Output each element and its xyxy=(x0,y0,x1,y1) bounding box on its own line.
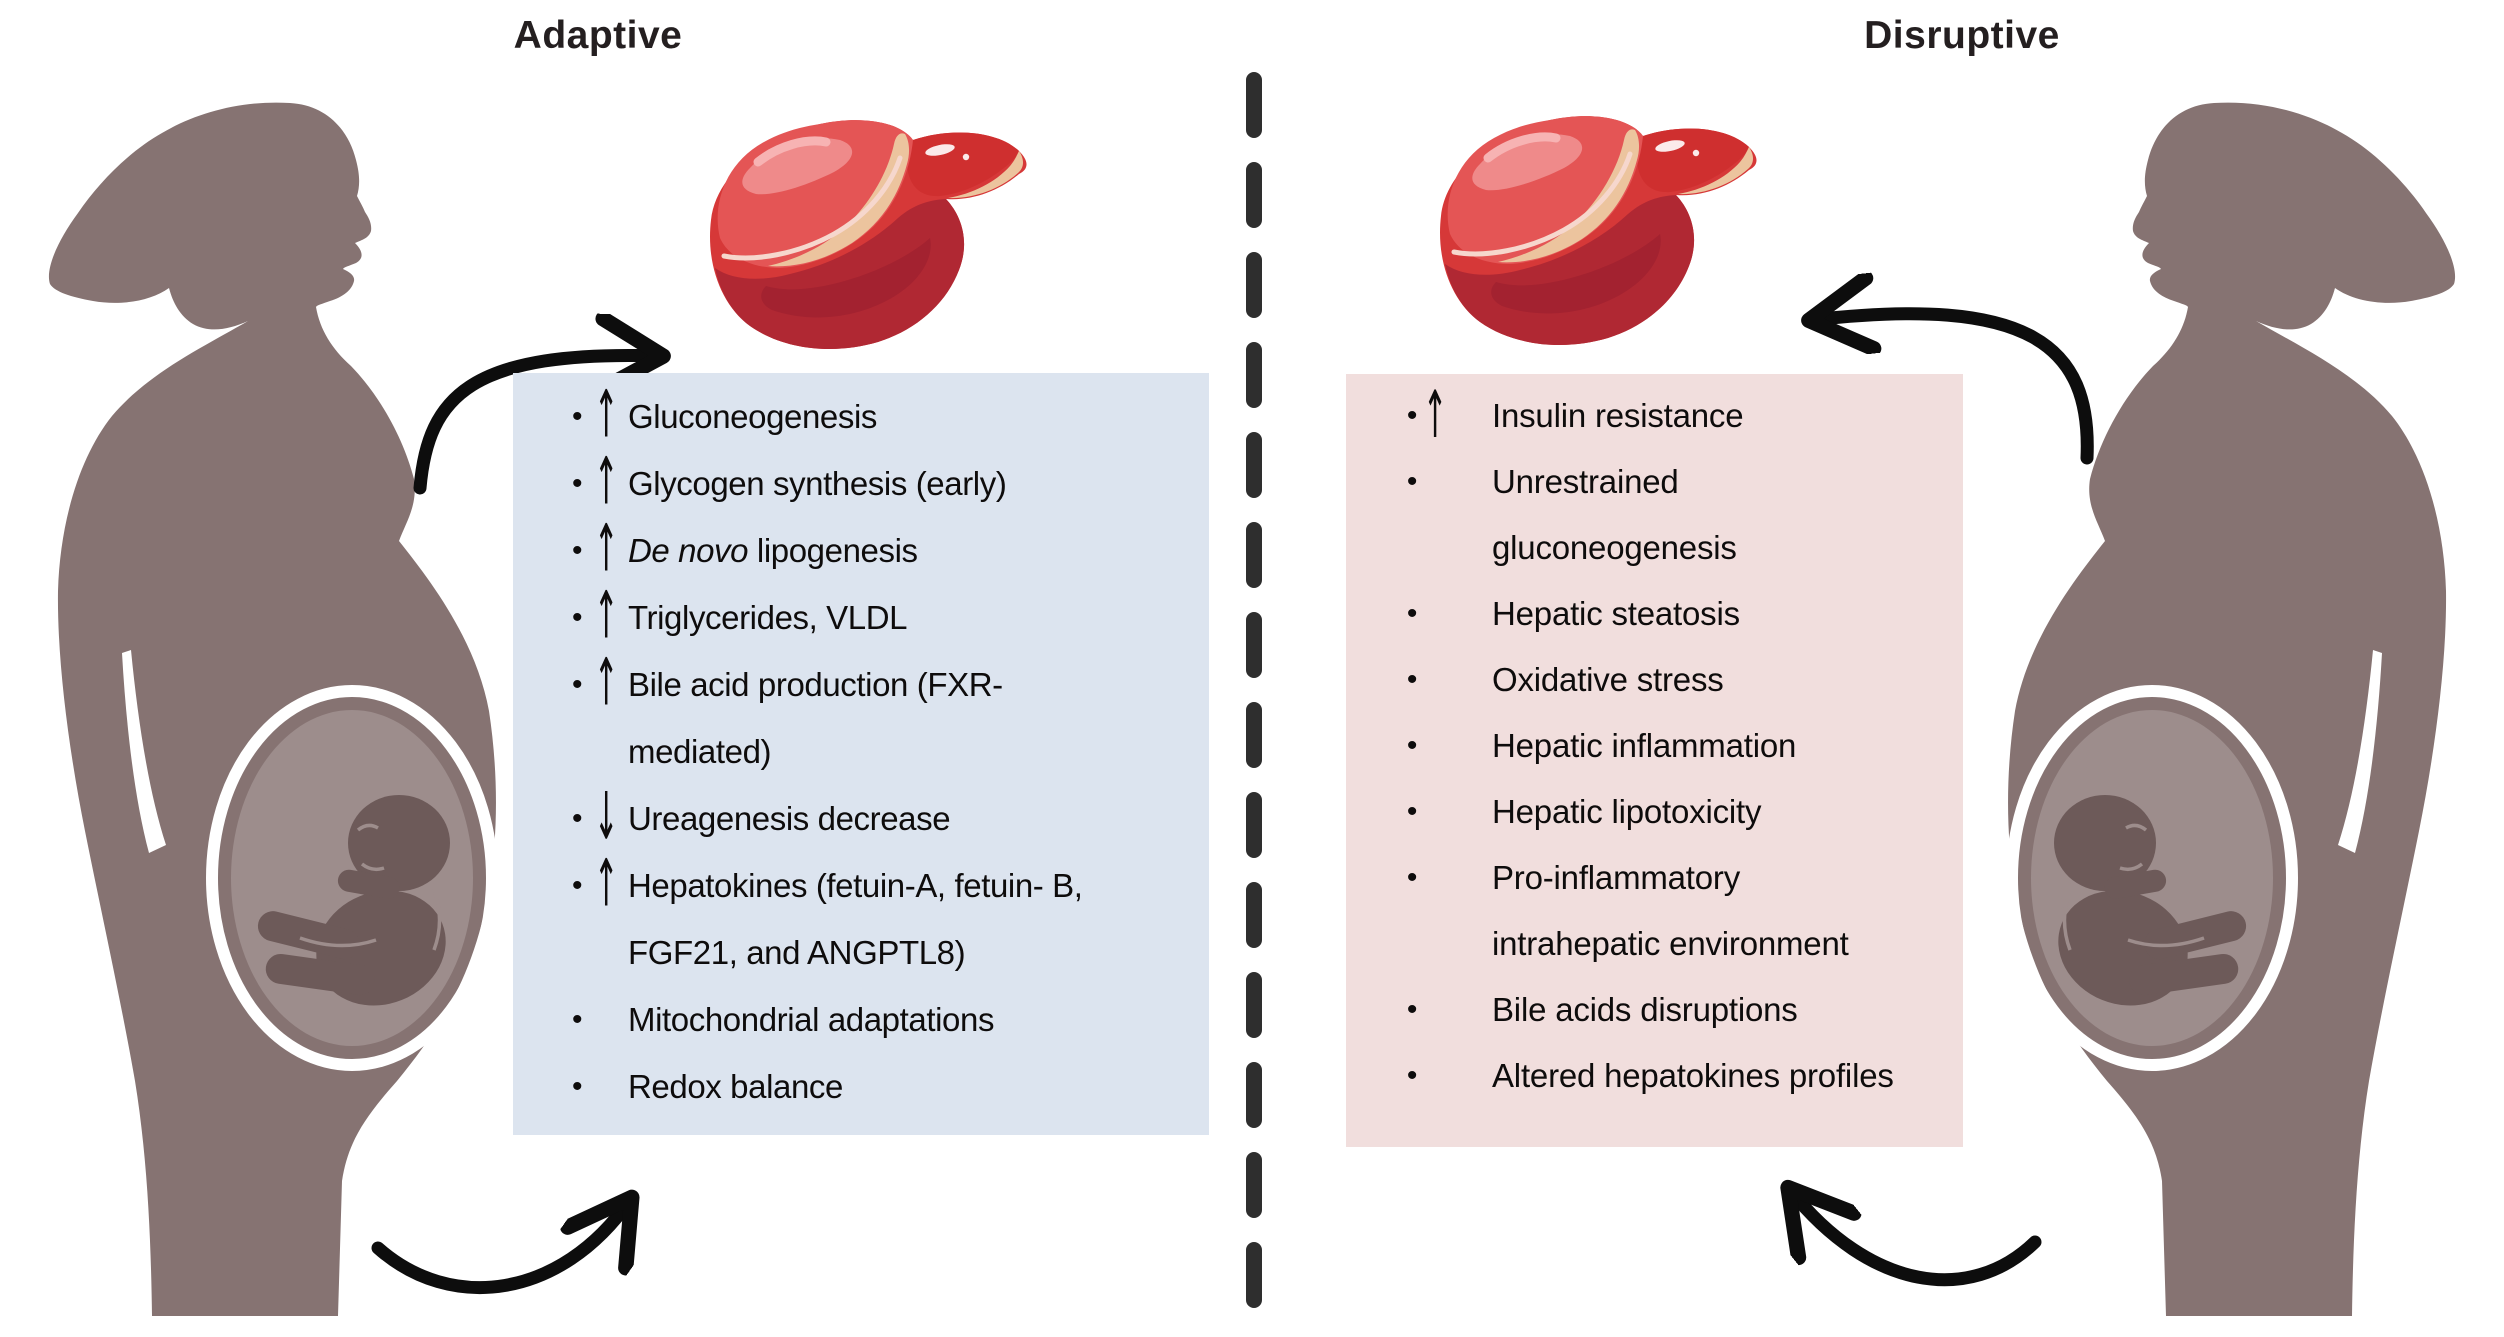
bullet-icon: • xyxy=(1406,399,1418,432)
list-item: • ↑ Bile acid production (FXR-mediated) xyxy=(513,646,1209,785)
list-item: • ↑ Triglycerides, VLDL xyxy=(513,579,1209,655)
disruptive-effects-box: • ↑ Insulin resistance • Unrestrained glu… xyxy=(1346,374,1963,1147)
list-item-text: Altered hepatokines profiles xyxy=(1492,1057,1894,1094)
list-item-text: Unrestrained gluconeogenesis xyxy=(1492,463,1737,566)
list-item: • Hepatic steatosis xyxy=(1346,581,1963,647)
list-item-text: Oxidative stress xyxy=(1492,661,1724,698)
list-item: • Altered hepatokines profiles xyxy=(1346,1043,1963,1109)
increase-arrow-icon: ↑ xyxy=(593,377,619,454)
bullet-icon: • xyxy=(1406,729,1418,762)
adaptive-effects-list: • ↑ Gluconeogenesis • ↑ Glycogen synthes… xyxy=(513,373,1209,1120)
list-item: • ↑ Glycogen synthesis (early) xyxy=(513,445,1209,521)
disruptive-effects-list: • ↑ Insulin resistance • Unrestrained glu… xyxy=(1346,374,1963,1109)
adaptive-title: Adaptive xyxy=(513,14,683,57)
bullet-icon: • xyxy=(571,802,583,835)
bullet-icon: • xyxy=(571,467,583,500)
pregnant-woman-silhouette-right xyxy=(2008,103,2455,1316)
bullet-icon: • xyxy=(571,1070,583,1103)
curved-arrow-left-top xyxy=(413,355,660,495)
list-item-text: Glycogen synthesis (early) xyxy=(628,465,1007,502)
list-item-text: Hepatic steatosis xyxy=(1492,595,1740,632)
pregnant-woman-silhouette-left xyxy=(49,103,496,1316)
bullet-icon: • xyxy=(1406,597,1418,630)
list-item-text: Hepatic lipotoxicity xyxy=(1492,793,1762,830)
curved-arrow-right-top xyxy=(1812,314,2094,465)
list-item: • ↓ Ureagenesis decrease xyxy=(513,780,1209,856)
adaptive-effects-box: • ↑ Gluconeogenesis • ↑ Glycogen synthes… xyxy=(513,373,1209,1135)
list-item: • Oxidative stress xyxy=(1346,647,1963,713)
list-item-text: Gluconeogenesis xyxy=(628,398,878,435)
bullet-icon: • xyxy=(1406,465,1418,498)
bullet-icon: • xyxy=(1406,1059,1418,1092)
increase-arrow-icon: ↑ xyxy=(1422,378,1448,454)
liver-illustration-left xyxy=(710,120,1026,349)
bullet-icon: • xyxy=(571,534,583,567)
list-item-text: Mitochondrial adaptations xyxy=(628,1001,995,1038)
list-item: • Bile acids disruptions xyxy=(1346,977,1963,1043)
list-item: • ↑ Gluconeogenesis xyxy=(513,378,1209,454)
bullet-icon: • xyxy=(571,668,583,701)
list-item: • ↑ De novo lipogenesis xyxy=(513,512,1209,588)
increase-arrow-icon: ↑ xyxy=(593,578,619,655)
bullet-icon: • xyxy=(571,1003,583,1036)
list-item-text: Bile acid production (FXR-mediated) xyxy=(628,666,1003,770)
disruptive-title: Disruptive xyxy=(1864,14,2060,57)
bullet-icon: • xyxy=(1406,663,1418,696)
list-item-text: Hepatokines (fetuin-A, fetuin- B, FGF21, … xyxy=(628,867,1083,971)
list-item: • Pro-inflammatory intrahepatic environme… xyxy=(1346,845,1963,977)
increase-arrow-icon: ↑ xyxy=(593,645,619,722)
increase-arrow-icon: ↑ xyxy=(593,846,619,923)
list-item-text: Redox balance xyxy=(628,1068,843,1105)
list-item-text: Bile acids disruptions xyxy=(1492,991,1798,1028)
list-item: • Unrestrained gluconeogenesis xyxy=(1346,449,1963,581)
decrease-arrow-icon: ↓ xyxy=(593,779,619,856)
list-item-text: Triglycerides, VLDL xyxy=(628,599,908,636)
curved-arrow-left-bottom xyxy=(371,1200,630,1295)
list-item-text: Pro-inflammatory intrahepatic environment xyxy=(1492,859,1849,962)
list-item-text: De novo lipogenesis xyxy=(628,532,918,569)
bullet-icon: • xyxy=(571,601,583,634)
bullet-icon: • xyxy=(1406,861,1418,894)
list-item-text: Ureagenesis decrease xyxy=(628,800,951,837)
bullet-icon: • xyxy=(571,400,583,433)
increase-arrow-icon: ↑ xyxy=(593,444,619,521)
increase-arrow-icon: ↑ xyxy=(593,511,619,588)
list-item: • Hepatic inflammation xyxy=(1346,713,1963,779)
list-item-text: Insulin resistance xyxy=(1492,397,1744,434)
list-item-text: Hepatic inflammation xyxy=(1492,727,1797,764)
list-item: • Redox balance xyxy=(513,1053,1209,1120)
list-item: • Hepatic lipotoxicity xyxy=(1346,779,1963,845)
bullet-icon: • xyxy=(571,869,583,902)
bullet-icon: • xyxy=(1406,993,1418,1026)
list-item: • ↑ Insulin resistance xyxy=(1346,378,1963,454)
list-item: • Mitochondrial adaptations xyxy=(513,986,1209,1053)
liver-illustration-right xyxy=(1440,116,1756,345)
list-item: • ↑ Hepatokines (fetuin-A, fetuin- B, FGF… xyxy=(513,847,1209,986)
curved-arrow-right-bottom xyxy=(1790,1190,2042,1287)
bullet-icon: • xyxy=(1406,795,1418,828)
